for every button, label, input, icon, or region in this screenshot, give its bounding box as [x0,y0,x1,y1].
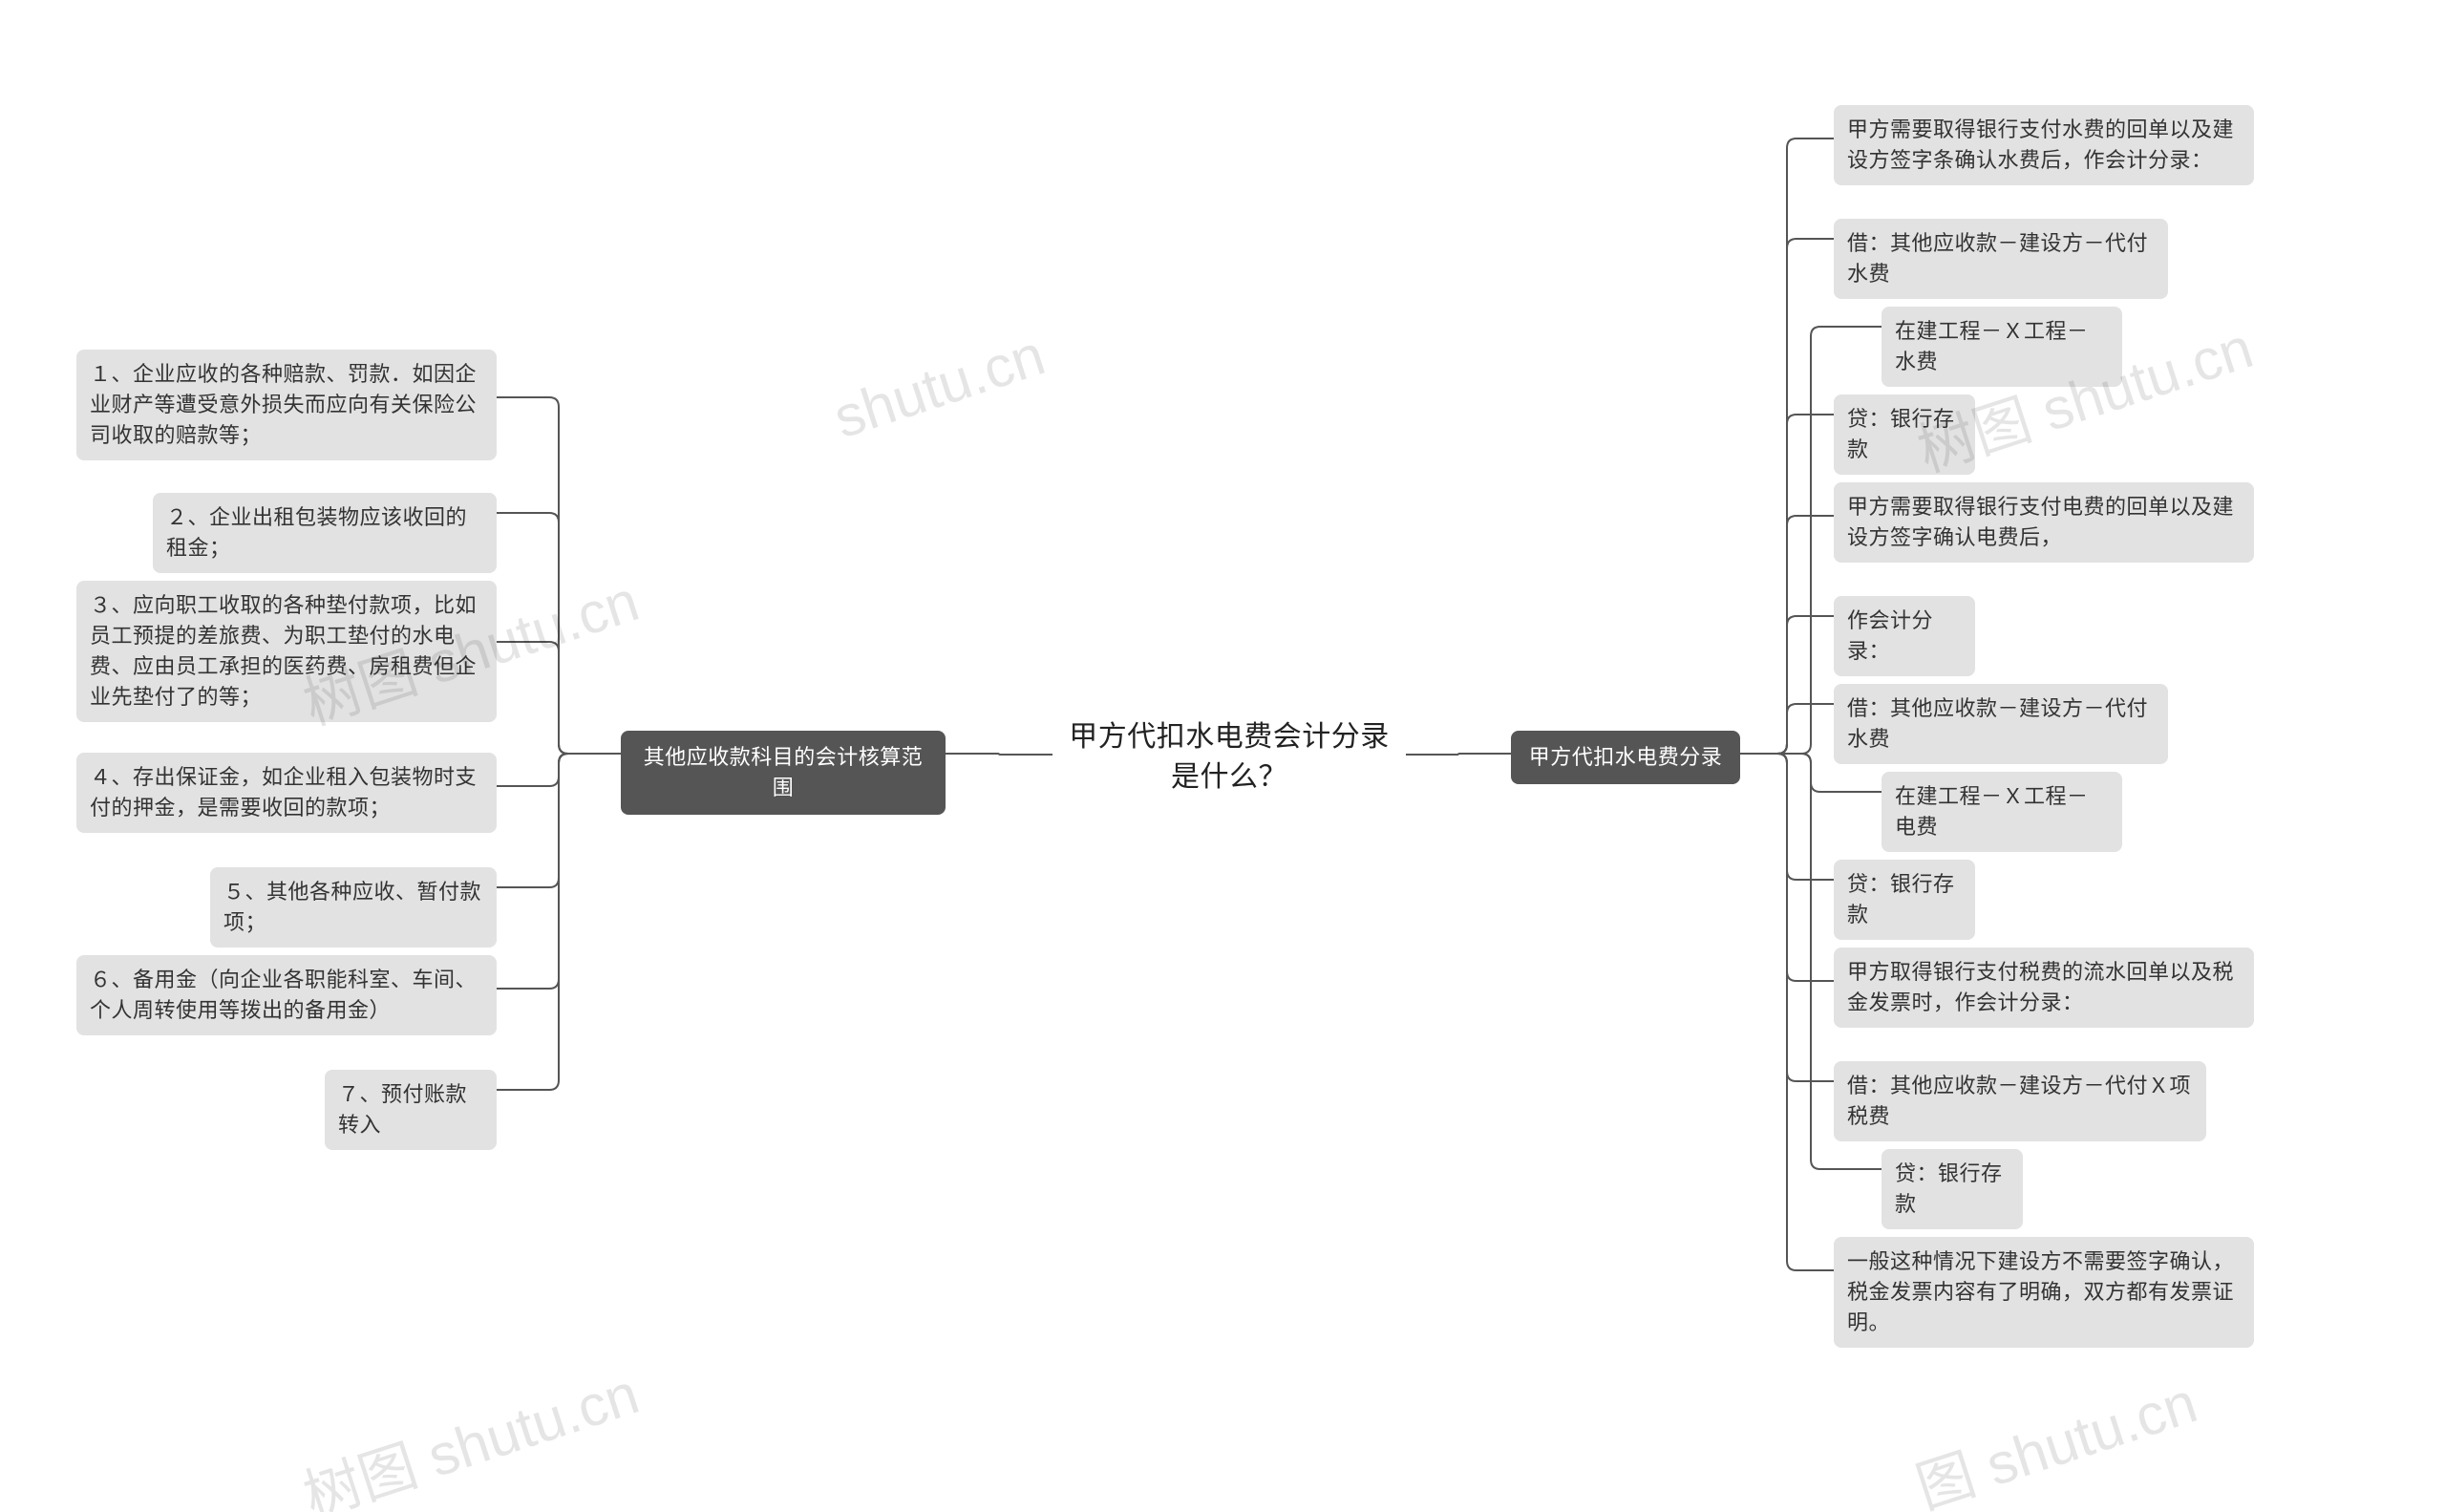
leaf-node: ３、应向职工收取的各种垫付款项，比如员工预提的差旅费、为职工垫付的水电费、应由员… [76,581,497,722]
leaf-node: ４、存出保证金，如企业租入包装物时支付的押金，是需要收回的款项； [76,753,497,833]
leaf-node: 作会计分录： [1834,596,1975,676]
leaf-node: 甲方取得银行支付税费的流水回单以及税金发票时，作会计分录： [1834,948,2254,1028]
leaf-node: ７、预付账款转入 [325,1070,497,1150]
leaf-node: 甲方需要取得银行支付水费的回单以及建设方签字条确认水费后，作会计分录： [1834,105,2254,185]
leaf-node: 贷：银行存款 [1834,860,1975,940]
leaf-node: 一般这种情况下建设方不需要签字确认，税金发票内容有了明确，双方都有发票证明。 [1834,1237,2254,1348]
watermark: 树图 shutu.cn [291,1348,648,1512]
leaf-node: １、企业应收的各种赔款、罚款．如因企业财产等遭受意外损失而应向有关保险公司收取的… [76,350,497,460]
leaf-node: 借：其他应收款－建设方－代付水费 [1834,219,2168,299]
leaf-node: ６、备用金（向企业各职能科室、车间、个人周转使用等拨出的备用金） [76,955,497,1035]
branch-right: 甲方代扣水电费分录 [1511,731,1740,784]
leaf-node: 在建工程－Ｘ工程－水费 [1882,307,2122,387]
watermark: shutu.cn [826,322,1052,452]
leaf-node: 贷：银行存款 [1882,1149,2023,1229]
leaf-node: 在建工程－Ｘ工程－电费 [1882,772,2122,852]
leaf-node: ５、其他各种应收、暂付款项； [210,867,497,948]
leaf-node: 甲方需要取得银行支付电费的回单以及建设方签字确认电费后， [1834,482,2254,563]
branch-left: 其他应收款科目的会计核算范围 [621,731,946,815]
leaf-node: 借：其他应收款－建设方－代付水费 [1834,684,2168,764]
leaf-node: ２、企业出租包装物应该收回的租金； [153,493,497,573]
leaf-node: 借：其他应收款－建设方－代付Ｘ项税费 [1834,1061,2206,1141]
leaf-node: 贷：银行存款 [1834,394,1975,475]
watermark: 图 shutu.cn [1904,1356,2206,1512]
root-node: 甲方代扣水电费会计分录是什么？ [1052,712,1406,803]
